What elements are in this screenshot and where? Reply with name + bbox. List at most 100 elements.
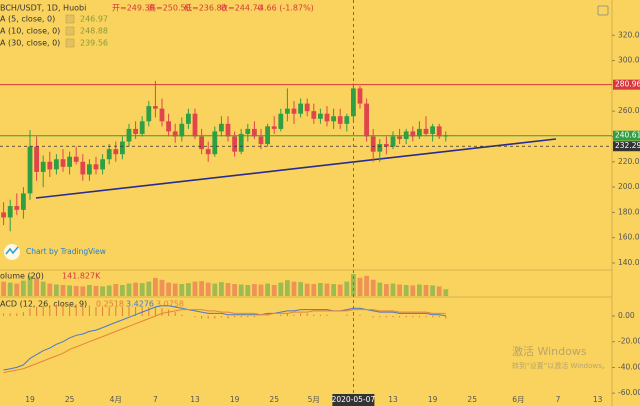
volume-title: olume (20)	[0, 272, 44, 281]
candle-body	[106, 149, 112, 160]
candle-body	[298, 103, 303, 114]
x-tick-label: 7	[153, 395, 158, 404]
volume-bar	[100, 286, 105, 296]
candle-body	[27, 146, 33, 194]
volume-bar	[265, 283, 270, 296]
x-tick-label: 5月	[308, 395, 320, 404]
volume-bar	[126, 283, 132, 296]
ohlc-value: 收=244.70	[220, 3, 263, 13]
candle-body	[258, 136, 264, 145]
volume-bar	[337, 284, 343, 296]
x-tick-label: 25	[269, 395, 279, 404]
x-tick-label: 19	[428, 395, 438, 404]
x-tick-label: 4月	[110, 395, 122, 404]
candle-body	[252, 128, 257, 137]
y-tick-label: 140.00	[618, 258, 640, 267]
macd-y-tick-label: 0.00	[618, 311, 635, 320]
volume-bar	[80, 286, 86, 296]
credit-text: Chart by TradingView	[26, 247, 106, 256]
candle-body	[271, 126, 277, 129]
macd-value: 3.0758	[156, 300, 184, 309]
candle-body	[87, 164, 92, 175]
ma-legend-name: A (10, close, 0)	[0, 27, 60, 36]
volume-bar	[298, 282, 303, 296]
candle-body	[331, 116, 336, 122]
price-label: 240.61	[615, 131, 640, 140]
candle-body	[34, 146, 39, 172]
volume-bar	[14, 283, 20, 296]
ma-legend-value: 239.56	[80, 39, 108, 48]
ma-legend-icon	[65, 26, 75, 36]
settings-icon[interactable]	[597, 5, 609, 16]
volume-bar	[430, 285, 435, 296]
ma-legend-name: A (30, close, 0)	[0, 39, 60, 48]
macd-macd-line	[3, 305, 446, 371]
candle-body	[225, 123, 231, 137]
volume-bar	[7, 282, 13, 296]
x-tick-label: 25	[65, 395, 75, 404]
volume-bar	[87, 285, 92, 296]
ohlc-value: 开=249.36	[112, 4, 155, 13]
candle-body	[153, 106, 158, 109]
volume-bar	[271, 285, 277, 296]
watermark-title: 激活 Windows	[512, 344, 587, 358]
volume-bar	[93, 285, 99, 296]
tradingview-credit: Chart by TradingView	[4, 244, 106, 260]
volume-bar	[225, 283, 231, 296]
candle-body	[67, 156, 72, 167]
volume-bar	[423, 285, 429, 296]
volume-bar	[27, 275, 33, 296]
candle-body	[337, 116, 343, 124]
macd-value: 0.2518	[96, 300, 124, 309]
macd-y-tick-label: -20.00	[618, 337, 640, 346]
volume-bar	[357, 277, 363, 296]
x-tick-label: 7	[556, 395, 561, 404]
volume-bar	[179, 284, 185, 296]
volume-bar	[73, 285, 79, 296]
volume-bar	[238, 284, 244, 296]
volume-bar	[47, 283, 53, 296]
volume-value: 141.827K	[62, 272, 101, 281]
candle-body	[245, 128, 251, 134]
price-label: 280.96	[615, 80, 640, 89]
volume-bar	[139, 283, 145, 296]
macd-title: ACD (12, 26, close, 9)	[0, 300, 87, 309]
volume-bar	[146, 281, 152, 296]
volume-bar	[311, 284, 317, 296]
candle-body	[357, 88, 363, 104]
volume-bar	[166, 282, 171, 296]
volume-bar	[410, 285, 416, 296]
volume-bar	[278, 282, 284, 296]
volume-bar	[1, 281, 7, 296]
volume-bar	[377, 282, 383, 296]
volume-bar	[403, 285, 409, 296]
macd-value: 3.4276	[126, 300, 154, 309]
volume-bar	[192, 281, 198, 296]
x-tick-label: 19	[230, 395, 240, 404]
volume-bar	[205, 282, 211, 296]
candle-body	[1, 212, 7, 218]
volume-bar	[40, 281, 46, 296]
candle-body	[179, 123, 185, 137]
volume-bar	[390, 283, 396, 296]
x-tick-label: 13	[388, 395, 398, 404]
volume-bar	[186, 283, 191, 296]
candle-body	[14, 206, 20, 210]
volume-bar	[252, 284, 257, 296]
candle-body	[304, 103, 310, 112]
volume-bar	[67, 285, 72, 296]
candle-body	[219, 123, 224, 132]
candle-body	[139, 121, 145, 134]
candle-body	[423, 128, 429, 134]
volume-bar	[34, 277, 39, 296]
candle-body	[93, 164, 99, 170]
settings-icons	[597, 5, 609, 16]
volume-bar	[285, 280, 290, 296]
volume-bar	[153, 277, 158, 296]
volume-bar	[370, 279, 376, 296]
volume-bar	[417, 284, 422, 296]
candle-body	[390, 136, 396, 147]
